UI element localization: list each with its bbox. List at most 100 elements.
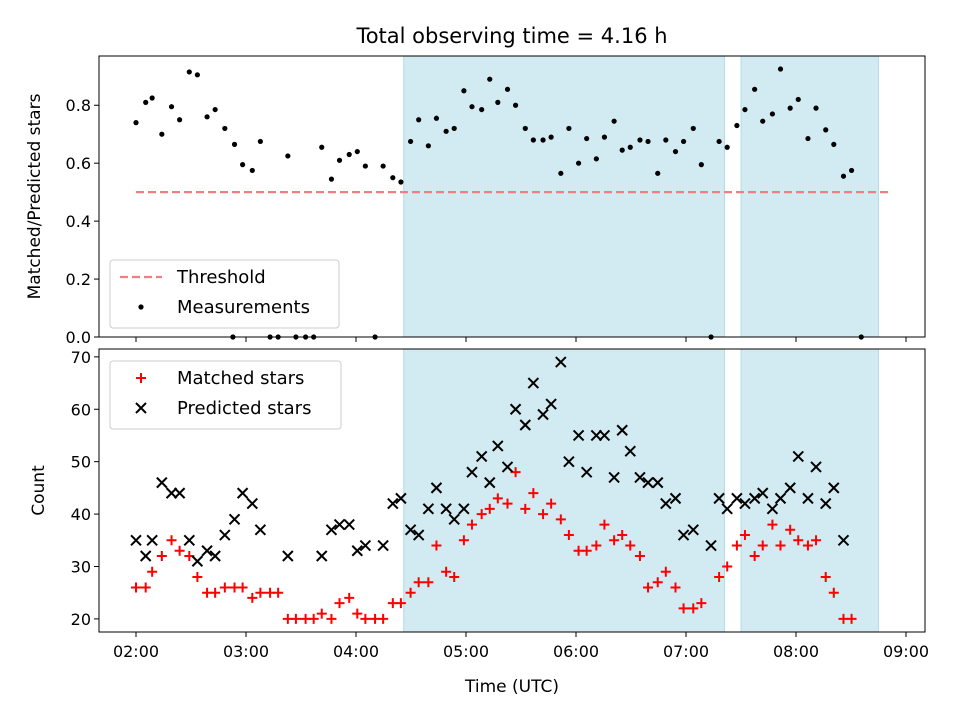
matched-point — [255, 587, 266, 598]
matched-point — [555, 514, 566, 525]
predicted-point — [731, 492, 743, 505]
measurement-point — [186, 69, 192, 75]
matched-point — [174, 545, 185, 556]
matched-point — [599, 519, 610, 530]
x-tick-label: 02:00 — [113, 642, 159, 661]
predicted-point — [475, 450, 488, 463]
matched-point — [528, 488, 539, 499]
y-axis-label: Count — [29, 465, 49, 516]
matched-point — [166, 535, 177, 546]
predicted-point — [660, 497, 672, 510]
measurement-point — [637, 137, 643, 143]
legend-matched-swatch — [136, 373, 146, 383]
measurement-point — [133, 120, 139, 126]
predicted-point — [527, 377, 540, 389]
measurement-point — [443, 128, 449, 134]
predicted-point — [236, 487, 249, 499]
matched-point — [749, 551, 760, 562]
measurement-point — [548, 134, 554, 140]
measurement-point — [831, 141, 837, 147]
measurement-point — [593, 156, 599, 162]
predicted-point — [325, 524, 338, 536]
y-tick-label: 20 — [71, 610, 91, 629]
matched-point — [237, 582, 248, 593]
x-tick-label: 07:00 — [663, 642, 709, 661]
measurement-point — [734, 122, 740, 129]
matched-point — [757, 540, 768, 551]
predicted-point — [537, 408, 549, 421]
predicted-point — [501, 461, 514, 473]
predicted-point — [139, 550, 152, 562]
predicted-point — [784, 482, 796, 494]
matched-point — [273, 587, 284, 598]
matched-point — [405, 587, 416, 598]
legend-label: Matched stars — [177, 368, 304, 389]
predicted-point — [713, 492, 725, 505]
matched-point — [785, 524, 796, 535]
predicted-point — [351, 545, 363, 557]
predicted-point — [616, 424, 628, 436]
matched-point — [775, 540, 786, 551]
legend: Matched stars Predicted stars — [109, 360, 342, 430]
measurement-point — [257, 138, 263, 145]
matched-point — [192, 571, 203, 582]
shaded-window-1 — [403, 348, 725, 633]
measurement-point — [212, 106, 218, 113]
predicted-point — [810, 461, 822, 473]
matched-point — [828, 587, 839, 598]
matched-point — [802, 540, 813, 551]
shaded-window-2 — [740, 55, 879, 338]
measurement-point — [627, 144, 633, 150]
legend-box — [109, 360, 342, 430]
measurement-point — [231, 141, 238, 147]
matched-point — [538, 509, 549, 520]
predicted-point — [634, 471, 646, 484]
predicted-point — [173, 487, 186, 499]
predicted-point — [146, 534, 158, 546]
measurement-point — [848, 167, 855, 174]
predicted-point — [282, 550, 294, 562]
matched-point — [131, 582, 141, 593]
shaded-window-1 — [403, 55, 725, 338]
matched-point — [219, 582, 230, 593]
predicted-point — [156, 476, 168, 489]
measurement-point — [813, 105, 819, 111]
measurement-point — [285, 153, 291, 159]
predicted-point — [458, 503, 470, 515]
measurement-point — [522, 125, 528, 132]
matched-point — [352, 608, 363, 619]
measurement-point — [663, 137, 669, 143]
predicted-point — [555, 356, 567, 368]
measurement-point — [407, 138, 414, 145]
predicted-point — [652, 476, 664, 489]
measurement-point — [805, 135, 811, 142]
measurement-point — [558, 170, 564, 176]
predicted-point — [492, 440, 504, 452]
count-panel: 20 30 40 50 60 70 02:00 03:00 04:00 05:00 06:00 07:… — [29, 348, 929, 661]
matched-point — [449, 571, 460, 582]
y-tick-label: 0.0 — [66, 328, 91, 347]
measurement-point — [461, 88, 467, 94]
predicted-point — [563, 455, 575, 468]
measurement-point — [249, 167, 255, 174]
measurement-point — [380, 163, 386, 169]
measurement-point — [795, 96, 801, 103]
legend-box — [109, 259, 340, 329]
predicted-point — [669, 492, 682, 505]
predicted-point — [642, 476, 654, 489]
predicted-point — [598, 429, 611, 442]
measurement-point — [575, 160, 582, 166]
predicted-point — [580, 466, 593, 478]
predicted-point — [820, 497, 832, 510]
predicted-point — [519, 419, 531, 431]
matched-point — [846, 613, 857, 624]
measurement-point — [645, 138, 651, 145]
matched-point — [484, 503, 495, 514]
predicted-point — [572, 429, 585, 442]
matched-point — [617, 530, 628, 541]
predicted-point — [201, 545, 213, 557]
measurement-point — [769, 111, 776, 117]
predicted-point — [757, 487, 769, 499]
matched-point — [634, 551, 645, 562]
